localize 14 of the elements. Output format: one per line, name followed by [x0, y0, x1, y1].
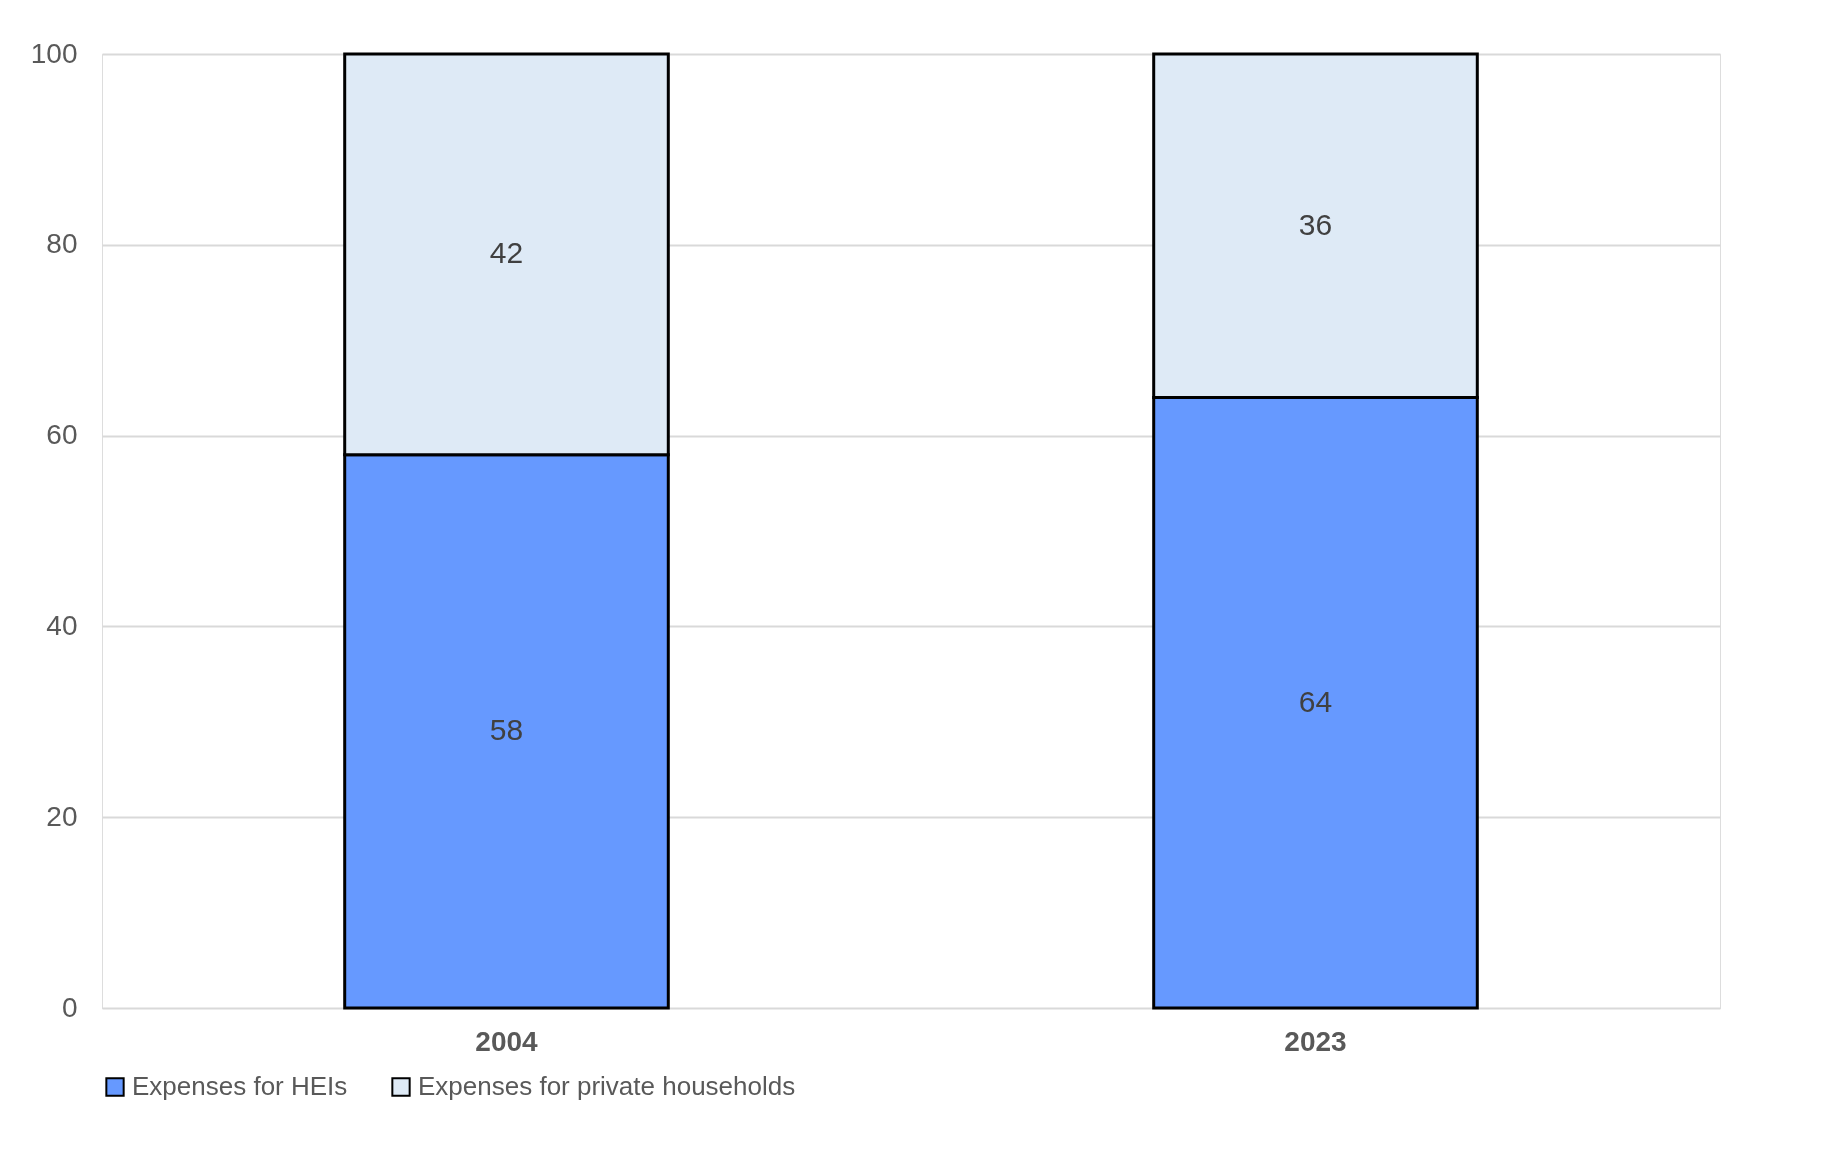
x-tick-label: 2004: [475, 1025, 539, 1057]
legend-label: Expenses for private households: [418, 1071, 796, 1101]
data-label: 42: [489, 236, 524, 270]
y-tick-label: 20: [46, 800, 78, 832]
data-label: 58: [489, 713, 524, 747]
y-tick-label: 60: [46, 419, 78, 451]
y-tick-label: 80: [46, 228, 78, 260]
x-tick-label: 2023: [1284, 1025, 1347, 1057]
data-label: 64: [1298, 684, 1333, 718]
y-tick-label: 40: [46, 609, 78, 641]
data-label: 36: [1298, 207, 1333, 241]
y-tick-label: 0: [61, 991, 78, 1023]
legend-label: Expenses for HEIs: [132, 1071, 348, 1101]
y-tick-label: 100: [30, 37, 78, 69]
